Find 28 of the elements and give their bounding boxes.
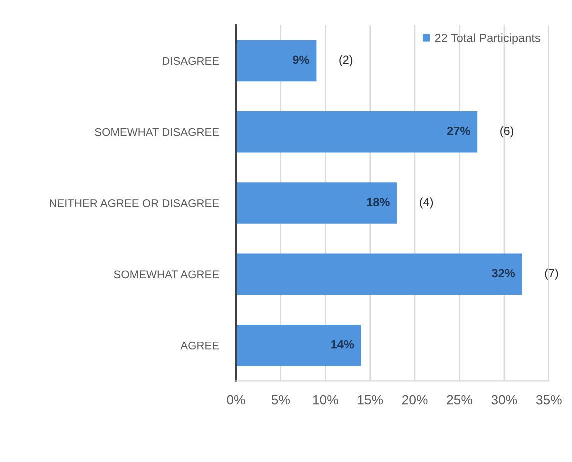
y-tick-label: AGREE	[180, 342, 220, 350]
x-tick-label: 30%	[492, 395, 518, 405]
data-label: 27%	[447, 126, 470, 136]
x-tick-label: 20%	[402, 395, 428, 405]
bar	[236, 112, 478, 153]
data-label: 14%	[332, 340, 354, 349]
x-tick-label: 15%	[358, 395, 384, 405]
bar	[236, 182, 398, 224]
data-label: 9%	[293, 56, 310, 64]
x-tick-label: 35%	[536, 395, 562, 405]
bar	[236, 40, 317, 82]
y-tick-label: NEITHER AGREE OR DISAGREE	[50, 200, 220, 208]
legend-label: 22 Total Participants	[435, 34, 540, 45]
x-tick-label: 25%	[447, 395, 472, 405]
data-label: 18%	[367, 198, 390, 206]
annotation: (6)	[500, 126, 514, 138]
x-tick-label: 5%	[272, 395, 290, 405]
y-tick-label: SOMEWHAT AGREE	[114, 270, 220, 279]
data-label: 32%	[492, 269, 516, 278]
y-tick-label: SOMEWHAT DISAGREE	[95, 128, 220, 136]
x-tick-label: 0%	[227, 395, 246, 405]
x-tick-label: 10%	[313, 395, 338, 405]
y-tick-label: DISAGREE	[163, 57, 220, 66]
annotation: (2)	[340, 55, 353, 66]
annotation: (7)	[545, 268, 558, 280]
bar	[236, 324, 362, 366]
annotation: (4)	[420, 198, 434, 209]
bar	[236, 254, 522, 296]
